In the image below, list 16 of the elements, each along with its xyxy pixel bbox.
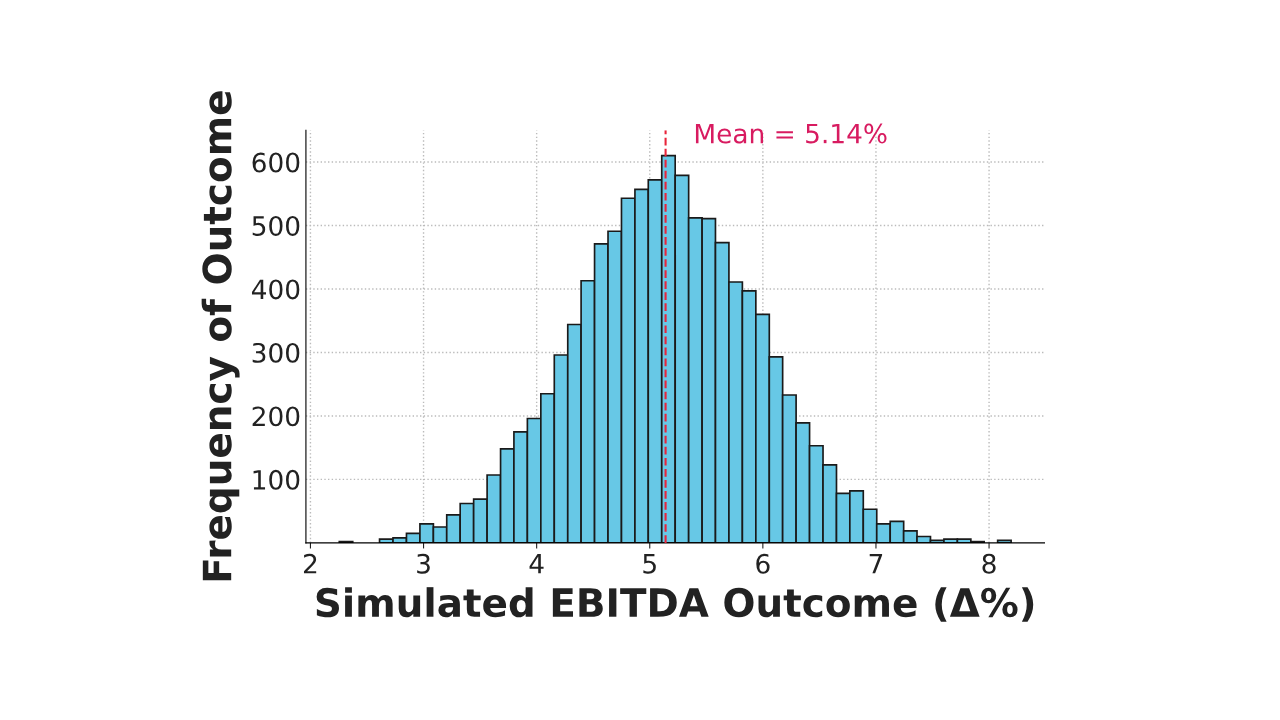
y-tick-label: 300 — [252, 342, 300, 363]
x-tick-label: 8 — [982, 553, 996, 574]
x-tick-label: 2 — [303, 553, 317, 574]
y-axis-title: Frequency of Outcome — [201, 91, 240, 581]
y-tick-label: 200 — [252, 406, 300, 427]
y-tick-label: 500 — [252, 215, 300, 236]
x-tick-label: 4 — [529, 554, 544, 574]
y-tick-label: 600 — [252, 152, 300, 173]
x-axis-title: Simulated EBITDA Outcome (Δ%) — [316, 587, 1034, 622]
x-tick-label: 7 — [869, 554, 883, 574]
x-tick-label: 3 — [417, 553, 430, 574]
x-tick-label: 6 — [756, 553, 770, 574]
x-tick-label: 5 — [643, 554, 656, 574]
y-tick-label: 100 — [253, 469, 300, 490]
y-tick-label: 400 — [251, 279, 300, 300]
ref-line-label: Mean = 5.14% — [695, 123, 887, 144]
